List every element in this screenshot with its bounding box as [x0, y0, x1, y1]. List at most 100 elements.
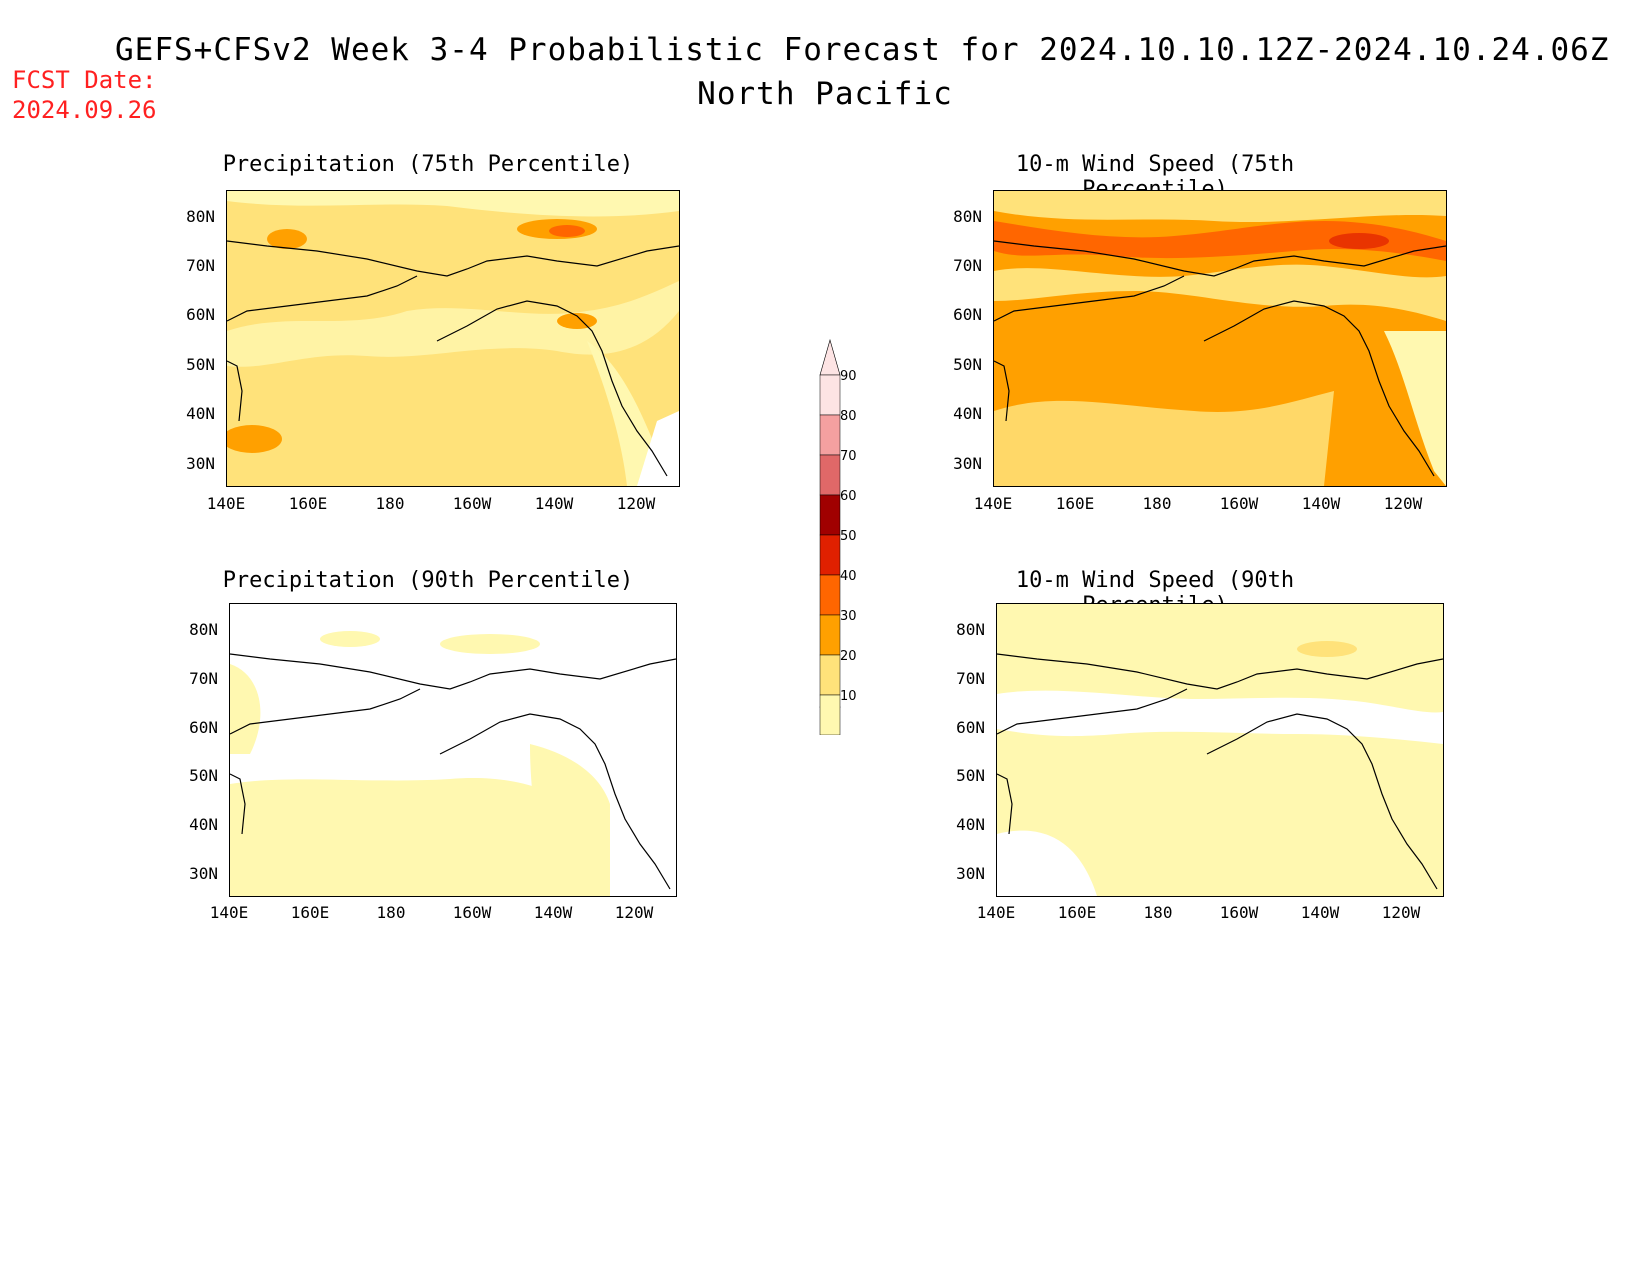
coastline-japan: [227, 360, 243, 422]
colorbar-box: [819, 654, 841, 696]
lat-tick: 40N: [186, 404, 215, 423]
lat-tick: 30N: [186, 454, 215, 473]
lat-tick: 30N: [956, 864, 985, 883]
field-dkorange-arctic: [549, 225, 585, 237]
field-base: [997, 604, 1443, 896]
lon-tick: 180: [1143, 903, 1173, 922]
lon-tick: 140E: [209, 903, 249, 922]
lat-tick: 80N: [953, 207, 982, 226]
field-white-mid: [997, 690, 1443, 744]
lon-tick: 160E: [290, 903, 330, 922]
lon-tick: 140E: [976, 903, 1016, 922]
lat-tick: 70N: [186, 256, 215, 275]
lat-tick: 70N: [956, 669, 985, 688]
coastline-arctic: [997, 653, 1443, 690]
map-wind90: [996, 603, 1444, 897]
colorbar-label: 80: [840, 409, 857, 424]
main-title: GEFS+CFSv2 Week 3-4 Probabilistic Foreca…: [115, 32, 1610, 68]
lon-tick: 160W: [452, 494, 492, 513]
field-light-mid: [227, 281, 679, 367]
field-orange-sw: [227, 425, 282, 453]
field-orange-nw: [267, 229, 307, 249]
field-light-mid: [994, 264, 1446, 321]
region-subtitle: North Pacific: [697, 76, 953, 112]
lon-tick: 160E: [288, 494, 328, 513]
lat-tick: 40N: [189, 815, 218, 834]
lat-tick: 60N: [189, 718, 218, 737]
lon-tick: 120W: [1381, 903, 1421, 922]
colorbar-label: 10: [840, 689, 857, 704]
lon-tick: 140W: [1301, 494, 1341, 513]
colorbar-label: 90: [840, 369, 857, 384]
lat-tick: 50N: [953, 355, 982, 374]
coastline-kamchatka: [230, 688, 421, 735]
lon-tick: 180: [1142, 494, 1172, 513]
lat-tick: 60N: [953, 305, 982, 324]
lat-tick: 80N: [189, 620, 218, 639]
colorbar-box: [819, 374, 841, 416]
coastline-alaska: [1203, 300, 1435, 477]
colorbar-boxes: [819, 374, 841, 736]
lat-tick: 30N: [189, 864, 218, 883]
lat-tick: 40N: [953, 404, 982, 423]
coastline-kamchatka: [994, 275, 1185, 322]
field-white-coast: [637, 411, 679, 486]
lat-tick: 30N: [953, 454, 982, 473]
panel-title-precip90: Precipitation (90th Percentile): [222, 568, 634, 593]
coastline-japan: [230, 773, 246, 835]
field-light-coast: [530, 744, 610, 896]
lat-tick: 80N: [956, 620, 985, 639]
coastline-alaska: [439, 713, 671, 890]
fcst-date-value: 2024.09.26: [12, 96, 157, 124]
lon-tick: 160E: [1057, 903, 1097, 922]
colorbar-label: 50: [840, 529, 857, 544]
colorbar: 90 80 70 60 50 40 30 20 10: [810, 335, 870, 736]
colorbar-box: [819, 614, 841, 656]
colorbar-svg: [819, 338, 841, 736]
map-wind75: [993, 190, 1447, 487]
colorbar-label: 30: [840, 609, 857, 624]
colorbar-box: [819, 694, 841, 736]
lon-tick: 120W: [1383, 494, 1423, 513]
lon-tick: 140E: [973, 494, 1013, 513]
field-light-band: [227, 191, 679, 217]
colorbar-label: 60: [840, 489, 857, 504]
field-white-sw: [997, 830, 1097, 896]
field-orange-gulf: [557, 313, 597, 329]
coastline-japan: [997, 773, 1013, 835]
field-light-arctic: [1297, 641, 1357, 657]
lat-tick: 70N: [189, 669, 218, 688]
panel-title-wind75: 10-m Wind Speed (75th Percentile): [1015, 152, 1295, 202]
field-red-arctic: [1329, 233, 1389, 249]
lon-tick: 160W: [1219, 903, 1259, 922]
lon-tick: 120W: [616, 494, 656, 513]
colorbar-box: [819, 414, 841, 456]
lat-tick: 80N: [186, 207, 215, 226]
lon-tick: 120W: [614, 903, 654, 922]
precip75-plot: [227, 191, 679, 486]
coastline-arctic: [230, 653, 676, 690]
field-light-south: [994, 391, 1334, 486]
field-dkorange-band: [994, 221, 1446, 261]
lat-tick: 50N: [956, 766, 985, 785]
field-light-arctic-2: [320, 631, 380, 647]
colorbar-label: 40: [840, 569, 857, 584]
field-light-coast: [1384, 331, 1446, 486]
lon-tick: 140W: [533, 903, 573, 922]
lon-tick: 180: [376, 903, 406, 922]
lon-tick: 140W: [1300, 903, 1340, 922]
panel-title-precip75: Precipitation (75th Percentile): [222, 152, 634, 177]
lon-tick: 140W: [534, 494, 574, 513]
colorbar-label: 20: [840, 649, 857, 664]
field-light-arctic: [440, 634, 540, 654]
lat-tick: 70N: [953, 256, 982, 275]
lat-tick: 50N: [186, 355, 215, 374]
coastline-japan: [994, 360, 1010, 422]
precip90-plot: [230, 604, 676, 896]
field-light-band: [994, 191, 1446, 223]
lon-tick: 180: [375, 494, 405, 513]
lat-tick: 50N: [189, 766, 218, 785]
coastline-arctic: [994, 240, 1446, 277]
colorbar-box: [819, 574, 841, 616]
lon-tick: 140E: [206, 494, 246, 513]
